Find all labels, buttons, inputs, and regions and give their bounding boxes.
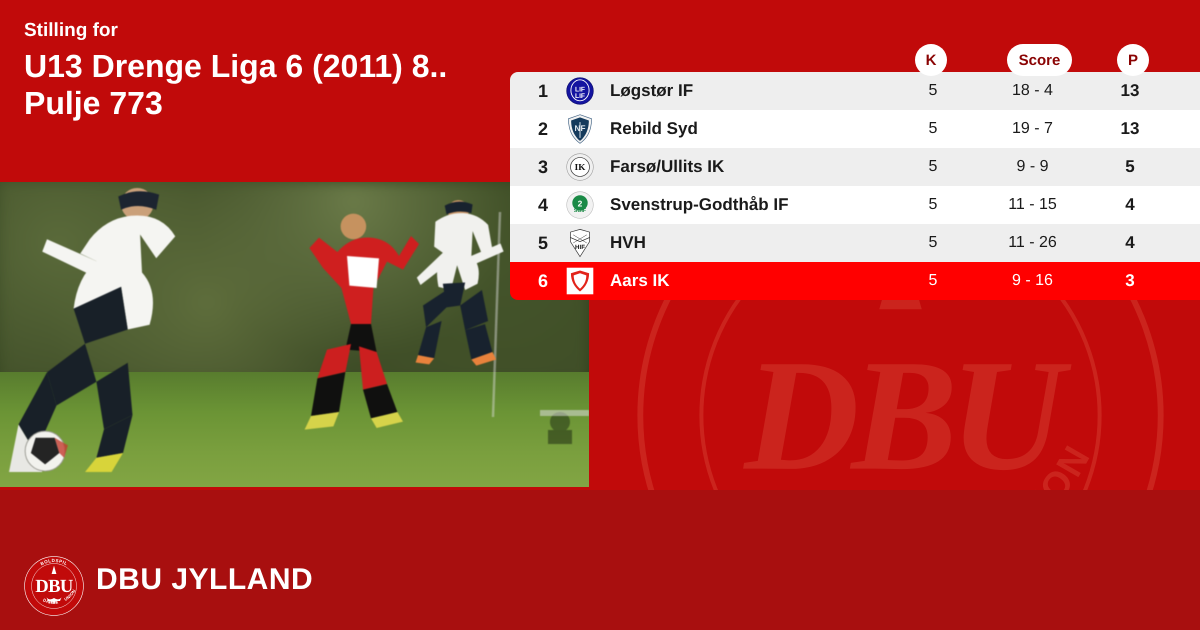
svg-text:SGIF: SGIF [574,207,587,213]
svg-text:HIF: HIF [575,244,585,251]
svg-text:IK: IK [575,161,586,172]
svg-text:LIF: LIF [575,92,585,100]
